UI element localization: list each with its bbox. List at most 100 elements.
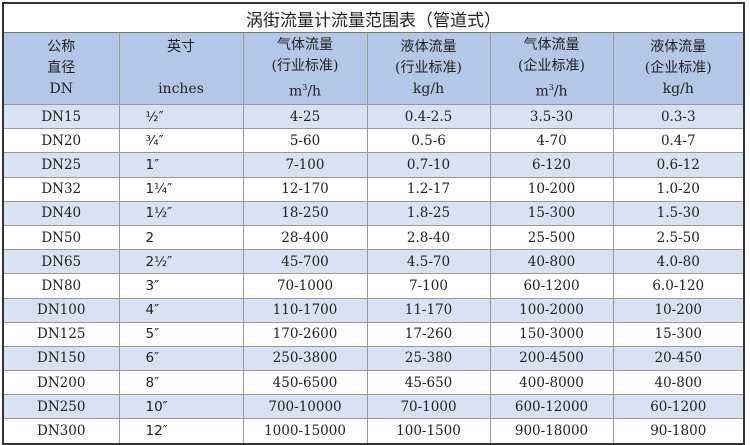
cell-inches: ½″ (118, 103, 244, 130)
cell-liquid-industry: 0.5-6 (366, 128, 491, 154)
unit: /h (553, 83, 568, 100)
cell-liquid-industry: 0.4-2.5 (366, 103, 491, 130)
cell-dn: DN65 (2, 249, 120, 275)
cell-liquid-industry: 11-170 (366, 297, 491, 323)
table-row: DN125 5″ 170-2600 17-260 150-3000 15-300 (2, 321, 745, 347)
cell-gas-industry: 4-25 (242, 103, 368, 130)
cell-gas-enterprise: 4-70 (489, 128, 614, 154)
cell-gas-industry: 5-60 (242, 128, 368, 154)
table-title: 涡街流量计流量范围表（管道式） (2, 2, 745, 33)
cell-liquid-industry: 7-100 (366, 273, 491, 299)
unit: kg/h (412, 81, 445, 97)
cell-inches: 4″ (118, 297, 244, 323)
cell-gas-industry: 7-100 (242, 152, 368, 178)
cell-liquid-industry: 17-260 (366, 321, 491, 347)
cell-liquid-enterprise: 0.6-12 (612, 152, 745, 178)
table-row: DN250 10″ 700-10000 70-1000 600-12000 60-1200 (2, 394, 745, 420)
cell-gas-enterprise: 40-800 (489, 249, 614, 275)
cell-inches: ¾″ (118, 128, 244, 154)
table-row: DN20 ¾″ 5-60 0.5-6 4-70 0.4-7 (2, 128, 745, 154)
header-text: (行业标准) (395, 60, 462, 76)
cell-liquid-enterprise: 1.0-20 (612, 176, 745, 202)
cell-inches: 8″ (118, 370, 244, 396)
header-gas-enterprise: 气体流量 (企业标准) m3/h (489, 32, 614, 105)
cell-gas-industry: 28-400 (242, 224, 368, 251)
cell-inches: 1½″ (118, 200, 244, 226)
unit: /h (307, 83, 322, 100)
cell-liquid-industry: 1.2-17 (366, 176, 491, 202)
cell-liquid-enterprise: 20-450 (612, 345, 745, 372)
cell-gas-enterprise: 200-4500 (489, 345, 614, 372)
header-dn: 公称 直径 DN (2, 32, 120, 105)
header-text: (企业标准) (518, 57, 585, 74)
unit: m (288, 83, 303, 100)
cell-liquid-industry: 0.7-10 (366, 152, 491, 178)
cell-liquid-enterprise: 40-800 (612, 370, 745, 396)
cell-inches: 10″ (118, 394, 244, 420)
header-liquid-enterprise: 液体流量 (企业标准) kg/h (612, 32, 745, 105)
cell-liquid-enterprise: 4.0-80 (612, 249, 745, 275)
cell-liquid-industry: 70-1000 (366, 394, 491, 420)
cell-dn: DN150 (2, 345, 120, 372)
cell-dn: DN25 (2, 152, 120, 178)
cell-inches: 3″ (118, 273, 244, 299)
cell-gas-industry: 18-250 (242, 200, 368, 226)
table-row: DN40 1½″ 18-250 1.8-25 15-300 1.5-30 (2, 200, 745, 226)
table-row: DN15 ½″ 4-25 0.4-2.5 3.5-30 0.3-3 (2, 103, 745, 130)
cell-dn: DN40 (2, 200, 120, 226)
cell-dn: DN200 (2, 370, 120, 396)
unit-sup: 3 (548, 82, 554, 92)
cell-gas-enterprise: 15-300 (489, 200, 614, 226)
header-text: 气体流量 (277, 36, 333, 53)
cell-liquid-industry: 100-1500 (366, 418, 491, 445)
table-row: DN25 1″ 7-100 0.7-10 6-120 0.6-12 (2, 152, 745, 178)
table-row: DN100 4″ 110-1700 11-170 100-2000 10-200 (2, 297, 745, 323)
header-text: inches (158, 81, 204, 97)
cell-liquid-enterprise: 90-1800 (612, 418, 745, 445)
cell-inches: 6″ (118, 345, 244, 372)
cell-dn: DN250 (2, 394, 120, 420)
cell-gas-industry: 170-2600 (242, 321, 368, 347)
cell-liquid-industry: 25-380 (366, 345, 491, 372)
cell-gas-industry: 700-10000 (242, 394, 368, 420)
cell-dn: DN32 (2, 176, 120, 202)
cell-liquid-enterprise: 2.5-50 (612, 224, 745, 251)
table-row: DN200 8″ 450-6500 45-650 400-8000 40-800 (2, 370, 745, 396)
cell-gas-enterprise: 150-3000 (489, 321, 614, 347)
header-text: 英寸 (167, 39, 195, 55)
cell-liquid-enterprise: 6.0-120 (612, 273, 745, 299)
cell-gas-industry: 450-6500 (242, 370, 368, 396)
cell-gas-industry: 12-170 (242, 176, 368, 202)
cell-gas-enterprise: 25-500 (489, 224, 614, 251)
cell-gas-industry: 1000-15000 (242, 418, 368, 445)
header-text: 液体流量 (650, 39, 707, 55)
header-text: (企业标准) (644, 60, 712, 76)
cell-gas-enterprise: 900-18000 (489, 418, 614, 445)
cell-liquid-enterprise: 60-1200 (612, 394, 745, 420)
cell-dn: DN100 (2, 297, 120, 323)
cell-dn: DN20 (2, 128, 120, 154)
header-text: DN (49, 81, 73, 97)
cell-dn: DN50 (2, 224, 120, 251)
cell-gas-enterprise: 60-1200 (489, 273, 614, 299)
cell-gas-industry: 250-3800 (242, 345, 368, 372)
cell-gas-enterprise: 3.5-30 (489, 103, 614, 130)
cell-gas-enterprise: 400-8000 (489, 370, 614, 396)
cell-liquid-enterprise: 0.4-7 (612, 128, 745, 154)
cell-liquid-enterprise: 1.5-30 (612, 200, 745, 226)
cell-liquid-enterprise: 0.3-3 (612, 103, 745, 130)
cell-liquid-enterprise: 15-300 (612, 321, 745, 347)
cell-gas-enterprise: 6-120 (489, 152, 614, 178)
cell-inches: 2 (118, 224, 244, 251)
cell-liquid-industry: 4.5-70 (366, 249, 491, 275)
table-row: DN32 1¼″ 12-170 1.2-17 10-200 1.0-20 (2, 176, 745, 202)
cell-inches: 12″ (118, 418, 244, 445)
cell-liquid-enterprise: 10-200 (612, 297, 745, 323)
cell-liquid-industry: 2.8-40 (366, 224, 491, 251)
cell-gas-industry: 70-1000 (242, 273, 368, 299)
unit: m (535, 83, 549, 100)
cell-gas-industry: 110-1700 (242, 297, 368, 323)
table-row: DN50 2 28-400 2.8-40 25-500 2.5-50 (2, 224, 745, 251)
cell-dn: DN15 (2, 103, 120, 130)
